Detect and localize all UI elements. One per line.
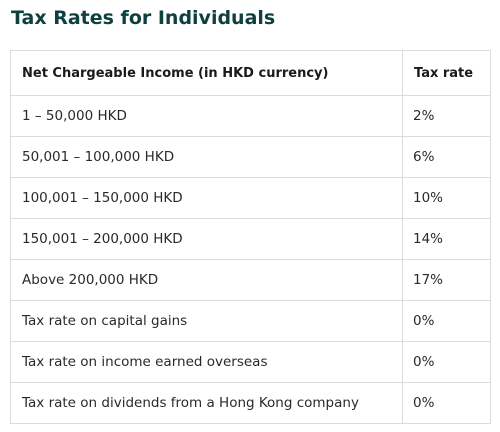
table-row: Tax rate on capital gains 0%	[10, 300, 491, 342]
tax-rate-cell: 10%	[402, 177, 491, 219]
table-header-row: Net Chargeable Income (in HKD currency) …	[10, 50, 491, 96]
table-row: Tax rate on income earned overseas 0%	[10, 341, 491, 383]
tax-rate-cell: 17%	[402, 259, 491, 301]
table-row: Tax rate on dividends from a Hong Kong c…	[10, 382, 491, 424]
table-row: 1 – 50,000 HKD 2%	[10, 95, 491, 137]
income-cell: 150,001 – 200,000 HKD	[10, 218, 403, 260]
table-row: 150,001 – 200,000 HKD 14%	[10, 218, 491, 260]
income-cell: 100,001 – 150,000 HKD	[10, 177, 403, 219]
tax-rate-cell: 0%	[402, 341, 491, 383]
column-header-tax-rate: Tax rate	[402, 50, 491, 96]
income-cell: Above 200,000 HKD	[10, 259, 403, 301]
tax-rate-cell: 14%	[402, 218, 491, 260]
income-cell: Tax rate on dividends from a Hong Kong c…	[10, 382, 403, 424]
income-cell: Tax rate on capital gains	[10, 300, 403, 342]
income-cell: Tax rate on income earned overseas	[10, 341, 403, 383]
tax-rate-cell: 2%	[402, 95, 491, 137]
table-row: Above 200,000 HKD 17%	[10, 259, 491, 301]
tax-rate-cell: 0%	[402, 300, 491, 342]
income-cell: 1 – 50,000 HKD	[10, 95, 403, 137]
table-row: 50,001 – 100,000 HKD 6%	[10, 136, 491, 178]
income-cell: 50,001 – 100,000 HKD	[10, 136, 403, 178]
table-row: 100,001 – 150,000 HKD 10%	[10, 177, 491, 219]
tax-rate-cell: 6%	[402, 136, 491, 178]
column-header-income: Net Chargeable Income (in HKD currency)	[10, 50, 403, 96]
tax-rates-table: Net Chargeable Income (in HKD currency) …	[10, 50, 491, 424]
page-title: Tax Rates for Individuals	[11, 7, 276, 29]
tax-rate-cell: 0%	[402, 382, 491, 424]
